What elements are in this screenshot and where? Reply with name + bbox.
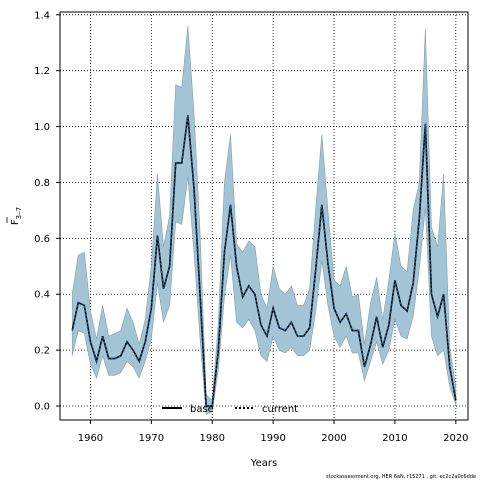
y-tick-label: 0.2 (34, 346, 50, 357)
y-tick-label: 1.0 (34, 122, 50, 133)
y-axis-label: F3–7 (6, 207, 23, 225)
svg-text:F3–7: F3–7 (10, 207, 23, 225)
band-area (71, 25, 457, 415)
x-tick-label: 1990 (260, 433, 285, 444)
x-tick-label: 1970 (139, 433, 164, 444)
x-tick-label: 2000 (321, 433, 346, 444)
y-tick-label: 0.4 (34, 290, 50, 301)
x-tick-label: 1980 (200, 433, 225, 444)
y-axis-label-main: F (10, 219, 21, 225)
legend-base-label: base (190, 404, 214, 415)
y-tick-label: 0.6 (34, 234, 50, 245)
x-tick-label: 2010 (382, 433, 407, 444)
series-lines (71, 115, 457, 407)
x-axis-ticks: 1960 1970 1980 1990 2000 2010 2020 (78, 420, 469, 444)
legend: base current (162, 404, 298, 415)
grid (60, 12, 468, 420)
y-tick-label: 1.4 (34, 10, 50, 21)
confidence-band (71, 25, 457, 415)
plot-frame (59, 11, 469, 421)
footer-text: stockassessment.org, HER 6aN, r15271 , g… (326, 474, 476, 480)
series-line-base (71, 115, 457, 407)
y-tick-label: 0.8 (34, 178, 50, 189)
y-tick-label: 1.2 (34, 66, 50, 77)
y-tick-label: 0.0 (34, 402, 50, 413)
legend-current-label: current (262, 404, 298, 415)
x-tick-label: 2020 (443, 433, 468, 444)
x-axis-label: Years (250, 458, 277, 469)
x-tick-label: 1960 (78, 433, 103, 444)
y-axis-label-sub: 3–7 (15, 207, 23, 219)
y-axis-ticks: 0.0 0.2 0.4 0.6 0.8 1.0 1.2 1.4 (34, 10, 60, 413)
